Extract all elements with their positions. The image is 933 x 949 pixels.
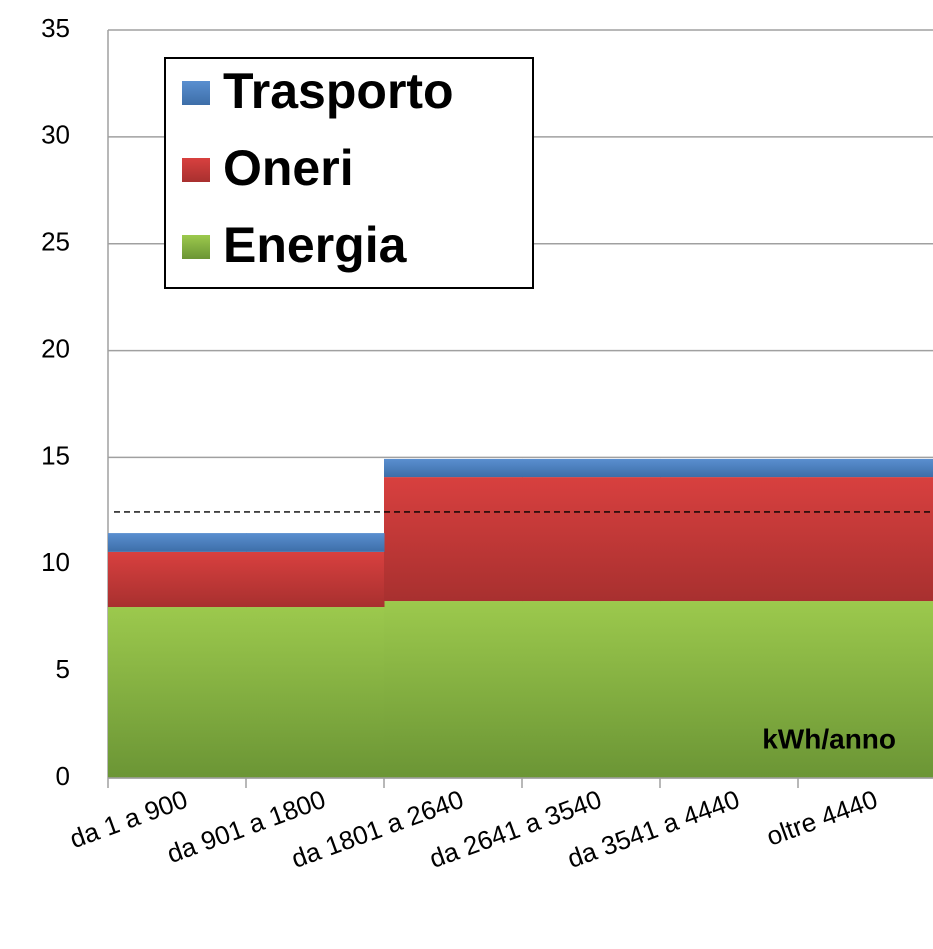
area-step — [246, 533, 385, 552]
area-step — [798, 601, 933, 778]
area-step — [246, 607, 385, 778]
area-step — [522, 477, 661, 602]
y-tick-label: 35 — [41, 13, 70, 43]
area-step — [384, 601, 523, 778]
y-tick-label: 15 — [41, 440, 70, 470]
y-tick-label: 20 — [41, 333, 70, 363]
area-step — [660, 458, 799, 478]
area-step — [522, 601, 661, 778]
area-step — [660, 477, 799, 602]
area-step — [108, 551, 247, 608]
area-step — [522, 458, 661, 478]
area-step — [660, 601, 799, 778]
y-tick-label: 5 — [56, 654, 70, 684]
y-tick-label: 0 — [56, 761, 70, 791]
area-step — [246, 551, 385, 608]
area-step — [798, 458, 933, 478]
area-step — [108, 533, 247, 552]
legend-label: Energia — [223, 217, 408, 273]
marks — [108, 458, 933, 778]
legend-label: Trasporto — [223, 63, 454, 119]
area-step — [108, 607, 247, 778]
x-tick-label: oltre 4440 — [762, 784, 881, 852]
legend-swatch — [182, 158, 210, 182]
legend-swatch — [182, 81, 210, 105]
y-tick-label: 10 — [41, 547, 70, 577]
area-step — [384, 477, 523, 602]
legend-label: Oneri — [223, 140, 354, 196]
y-tick-label: 30 — [41, 120, 70, 150]
legend-swatch — [182, 235, 210, 259]
annotation: kWh/anno — [762, 723, 896, 754]
area-step — [384, 458, 523, 478]
legend-box — [164, 57, 534, 289]
y-tick-label: 25 — [41, 227, 70, 257]
area-step — [798, 477, 933, 602]
